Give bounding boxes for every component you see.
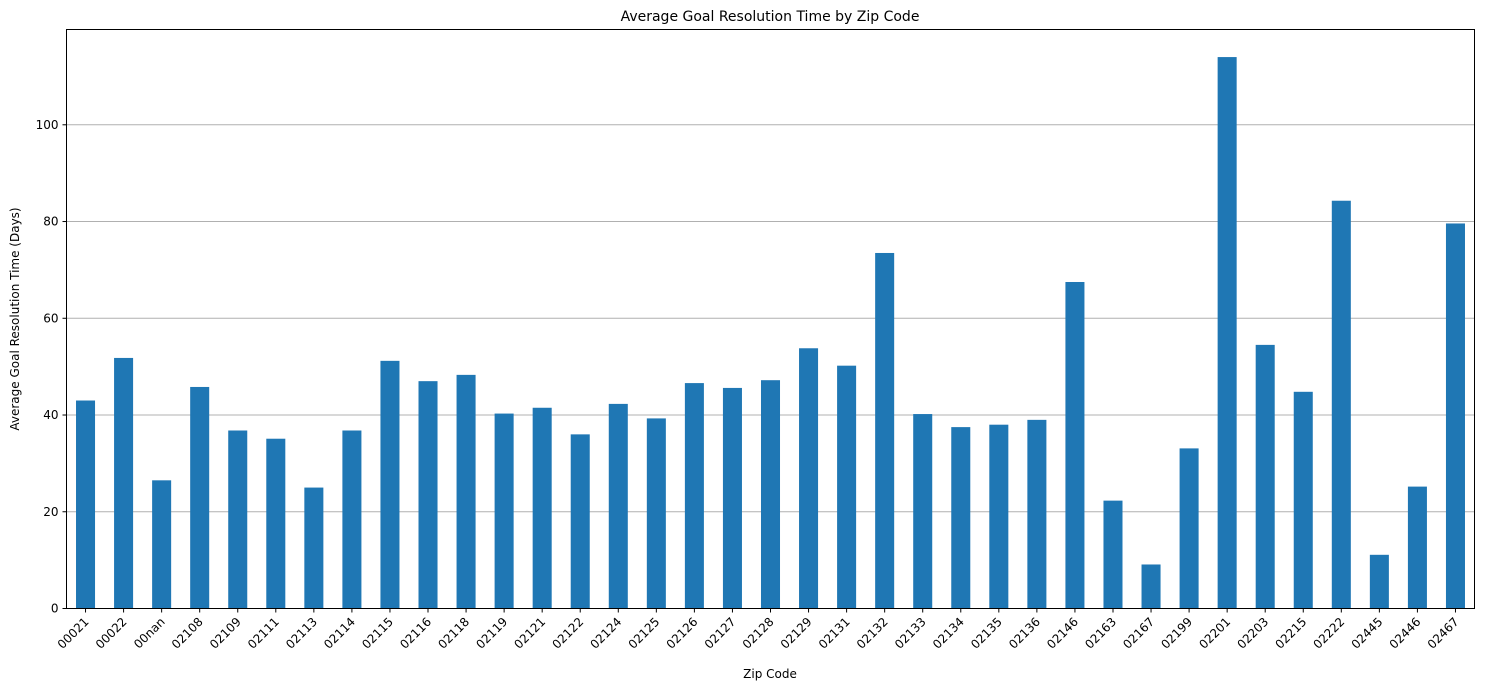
x-tick-label: 02446 [1387,615,1424,652]
bar-02136 [1027,419,1047,609]
x-tick-label: 02467 [1425,615,1462,652]
x-tick-label: 02122 [549,615,586,652]
x-tick-label: 02108 [169,615,206,652]
bar-02133 [913,414,933,609]
bar-02121 [532,407,552,609]
x-tick-label: 02136 [1006,615,1043,652]
bar-02129 [799,348,819,609]
x-tick-label: 02109 [207,615,244,652]
x-tick-label: 02118 [435,615,472,652]
bar-00022 [114,357,134,609]
bar-02132 [875,252,895,609]
bar-02122 [570,434,590,609]
x-tick-label: 02128 [740,615,777,652]
bar-02215 [1293,391,1313,609]
bar-02445 [1369,554,1389,609]
x-tick-label: 02124 [588,615,625,652]
bar-02124 [608,403,628,609]
x-tick-label: 02115 [359,615,396,652]
bar-00nan [152,480,172,609]
y-tick-label: 60 [43,311,58,325]
x-tick-label: 02121 [511,615,548,652]
bars [76,57,1465,609]
y-gridlines [66,124,1475,513]
bar-02115 [380,360,400,609]
x-tick-label: 02127 [702,615,739,652]
chart-title: Average Goal Resolution Time by Zip Code [621,9,920,25]
x-tick-label: 02163 [1082,615,1119,652]
x-tick-label: 02129 [778,615,815,652]
x-tick-label: 02167 [1120,615,1157,652]
x-tick-label: 02132 [854,615,891,652]
x-tick-label: 00nan [131,615,168,652]
bar-02111 [266,438,286,609]
bar-02113 [304,487,324,609]
x-tick-label: 02146 [1044,615,1081,652]
bar-02167 [1141,564,1161,609]
bar-02109 [228,430,248,609]
bar-02222 [1331,200,1351,609]
x-tick-label: 02135 [968,615,1005,652]
x-tick-label: 02126 [664,615,701,652]
x-tick-label: 02222 [1311,615,1348,652]
bar-02125 [646,418,666,609]
bar-02199 [1179,448,1199,609]
bar-02131 [837,365,857,609]
x-tick-label: 02119 [473,615,510,652]
y-axis-ticks: 0 20 40 60 80 100 [36,118,67,616]
bar-02119 [494,413,514,609]
bar-02467 [1445,223,1465,609]
bar-02114 [342,430,362,609]
bar-02203 [1255,344,1275,609]
bar-02116 [418,381,438,609]
bar-02446 [1407,486,1427,609]
x-axis-ticks: 00021 00022 00nan 02108 02109 02111 02113 02114… [55,608,1462,652]
x-tick-label: 00021 [55,615,92,652]
bar-02126 [684,383,704,609]
y-tick-label: 0 [51,602,59,616]
bar-02108 [190,386,210,609]
x-tick-label: 02134 [930,615,967,652]
x-tick-label: 02113 [283,615,320,652]
y-tick-label: 100 [36,118,59,132]
x-tick-label: 02133 [892,615,929,652]
x-tick-label: 02199 [1158,615,1195,652]
x-tick-label: 02116 [397,615,434,652]
y-tick-label: 20 [43,505,58,519]
x-tick-label: 02131 [816,615,853,652]
y-axis-label: Average Goal Resolution Time (Days) [8,207,22,430]
y-tick-label: 80 [43,215,58,229]
bar-02135 [989,424,1009,609]
x-tick-label: 02125 [626,615,663,652]
x-tick-label: 02215 [1272,615,1309,652]
x-tick-label: 00022 [93,615,130,652]
y-tick-label: 40 [43,408,58,422]
bar-02118 [456,374,476,609]
bar-02163 [1103,500,1123,609]
x-tick-label: 02201 [1196,615,1233,652]
bar-02127 [722,387,742,609]
bar-02128 [760,380,781,609]
bar-02146 [1065,281,1085,609]
x-axis-label: Zip Code [743,667,797,681]
x-tick-label: 02111 [245,615,282,652]
x-tick-label: 02114 [321,615,358,652]
x-tick-label: 02445 [1349,615,1386,652]
bar-02201 [1217,57,1237,609]
bar-02134 [951,427,971,609]
x-tick-label: 02203 [1234,615,1271,652]
bar-00021 [76,400,96,609]
